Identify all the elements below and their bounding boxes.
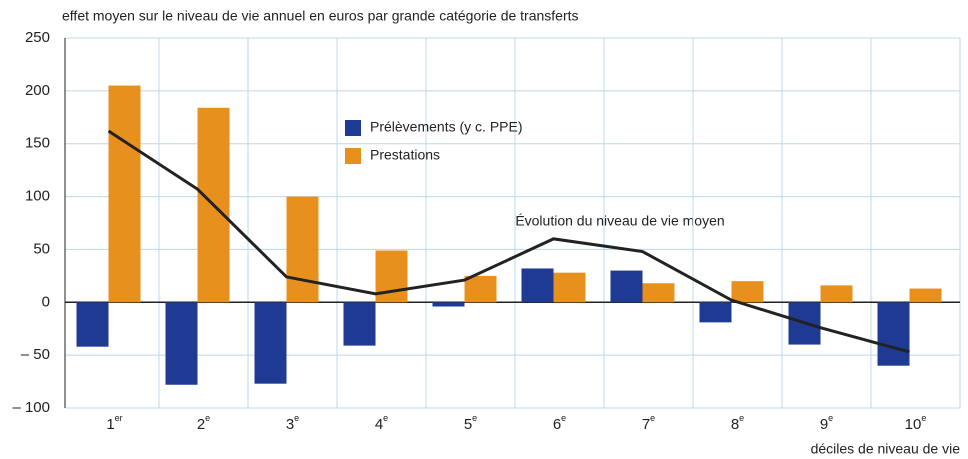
- bar: [432, 302, 465, 307]
- bar: [699, 302, 732, 323]
- bar: [820, 285, 853, 303]
- bar: [254, 302, 287, 384]
- y-tick-label: 0: [42, 293, 50, 310]
- x-tick-label: 2e: [197, 413, 210, 433]
- legend-label: Prestations: [370, 147, 440, 163]
- bar: [521, 268, 554, 303]
- bar: [731, 281, 764, 303]
- legend-swatch: [345, 120, 361, 136]
- y-tick-label: – 50: [21, 346, 50, 363]
- bar: [610, 270, 643, 303]
- x-tick-label: 3e: [286, 413, 299, 433]
- x-tick-label: 8e: [731, 413, 744, 433]
- bar: [108, 85, 141, 303]
- x-tick-label: 6e: [553, 413, 566, 433]
- y-tick-label: 150: [25, 135, 50, 152]
- y-tick-label: – 100: [12, 399, 50, 416]
- legend-swatch: [345, 148, 361, 164]
- y-tick-label: 250: [25, 29, 50, 46]
- bar: [464, 275, 497, 303]
- bar: [642, 283, 675, 303]
- bar: [165, 302, 198, 385]
- bar: [343, 302, 376, 346]
- line: [107, 129, 910, 354]
- bar: [553, 272, 586, 303]
- x-axis-label: déciles de niveau de vie: [811, 441, 961, 457]
- chart-title: effet moyen sur le niveau de vie annuel …: [62, 8, 579, 24]
- x-tick-label: 10e: [905, 413, 927, 433]
- x-tick-label: 5e: [464, 413, 477, 433]
- bar: [877, 302, 910, 366]
- bar: [286, 196, 319, 303]
- x-tick-label: 1er: [106, 413, 122, 433]
- x-tick-label: 4e: [375, 413, 388, 433]
- bar: [909, 288, 942, 303]
- annotation: Évolution du niveau de vie moyen: [515, 213, 724, 229]
- legend-label: Prélèvements (y c. PPE): [370, 119, 523, 135]
- y-tick-label: 200: [25, 82, 50, 99]
- x-tick-label: 9e: [820, 413, 833, 433]
- y-tick-label: 100: [25, 188, 50, 205]
- bar: [76, 302, 109, 347]
- x-tick-label: 7e: [642, 413, 655, 433]
- y-tick-label: 50: [33, 240, 50, 257]
